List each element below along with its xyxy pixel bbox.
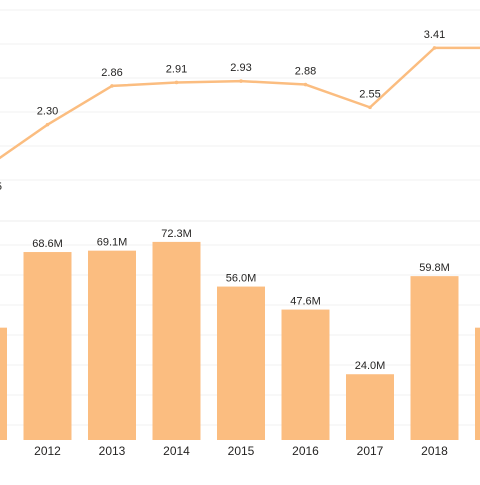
x-tick-label: 2017 [357,444,384,458]
bar [0,327,7,440]
line-data-labels: 2.30 2.86 2.91 2.93 2.88 2.55 3.41 5 [0,29,445,193]
line-data-label: 2.88 [295,66,316,78]
bar-series [0,241,480,440]
bar [88,250,136,440]
x-axis-tick-labels: 2012 2013 2014 2015 2016 2017 2018 [34,444,448,458]
bar [281,309,330,440]
line-point [110,84,114,88]
line-data-label: 2.55 [359,88,380,100]
line-point [432,46,437,50]
line-point [174,80,179,85]
x-tick-label: 2016 [292,444,319,458]
line-point [45,122,50,127]
x-tick-label: 2015 [228,444,255,458]
bar-data-labels: 68.6M 69.1M 72.3M 56.0M 47.6M 24.0M 59.8M [32,228,450,372]
bar [152,241,201,440]
x-tick-label: 2013 [99,444,126,458]
bar-data-label: 24.0M [355,360,386,372]
bar-data-label: 56.0M [226,273,257,285]
line-data-label: 2.86 [101,67,122,79]
line-data-label: 3.41 [424,29,445,41]
line-data-label: 2.91 [166,63,187,75]
line-gridlines [0,9,480,181]
bar-data-label: 59.8M [419,262,450,274]
bar-data-label: 72.3M [161,228,192,240]
line-data-label: 2.93 [230,62,251,74]
bar [23,252,72,440]
line-data-label-partial: 5 [0,181,2,193]
x-tick-label: 2018 [421,444,448,458]
bar [217,286,265,440]
line-point [303,82,308,87]
x-tick-label: 2012 [34,444,61,458]
bar-data-label: 69.1M [97,237,128,249]
line-point [239,79,243,83]
line-series [0,46,480,160]
bar-data-label: 68.6M [32,238,63,250]
x-tick-label: 2014 [163,444,190,458]
bar [475,327,480,440]
bar-data-label: 47.6M [290,296,321,308]
bar [346,374,394,440]
bar [410,276,459,440]
line-point [368,105,372,110]
line-data-label: 2.30 [37,106,58,118]
